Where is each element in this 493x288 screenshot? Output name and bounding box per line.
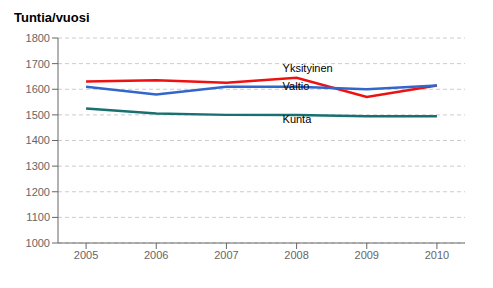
svg-text:2009: 2009 [355, 249, 379, 261]
svg-text:1300: 1300 [26, 160, 50, 172]
svg-text:1700: 1700 [26, 58, 50, 70]
svg-text:2010: 2010 [425, 249, 449, 261]
html-text:Tuntia/vuosi: Tuntia/vuosi [14, 10, 90, 25]
svg-text:1100: 1100 [26, 211, 50, 223]
svg-text:1200: 1200 [26, 186, 50, 198]
svg-text:1400: 1400 [26, 134, 50, 146]
svg-text:2007: 2007 [214, 249, 238, 261]
svg-text:2005: 2005 [74, 249, 98, 261]
svg-text:1600: 1600 [26, 83, 50, 95]
svg-text:Valtio: Valtio [283, 80, 310, 92]
svg-text:1500: 1500 [26, 109, 50, 121]
svg-text:Yksityinen: Yksityinen [283, 62, 333, 74]
svg-text:1000: 1000 [26, 237, 50, 249]
svg-text:1800: 1800 [26, 32, 50, 44]
svg-text:Kunta: Kunta [283, 113, 313, 125]
svg-text:2006: 2006 [144, 249, 168, 261]
svg-text:2008: 2008 [284, 249, 308, 261]
